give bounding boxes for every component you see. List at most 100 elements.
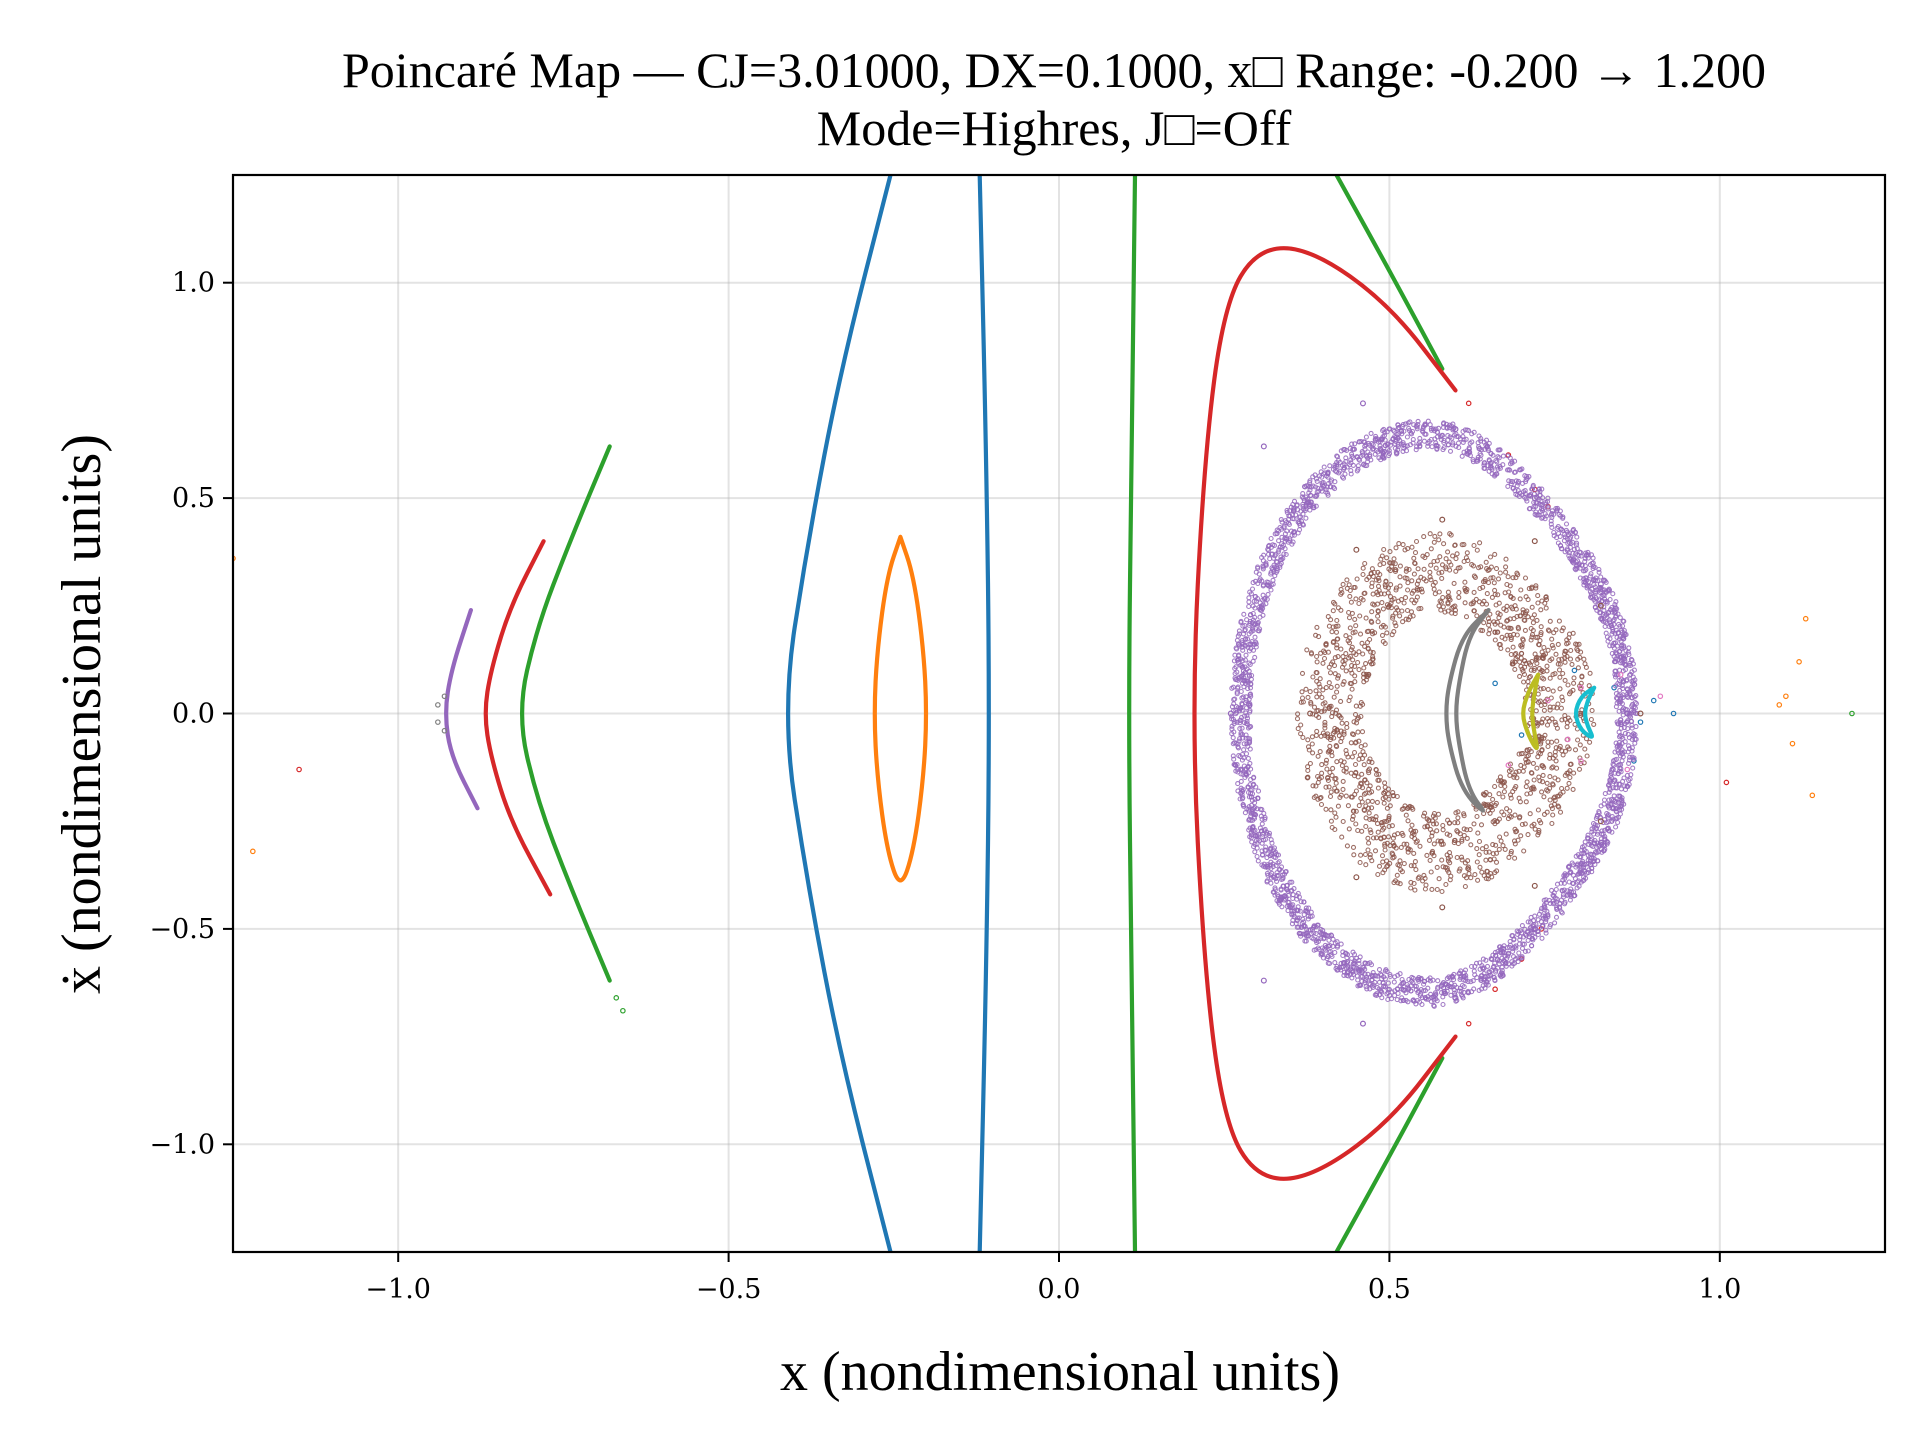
data-point: [1516, 950, 1522, 956]
data-point: [1521, 489, 1527, 495]
data-point: [1455, 809, 1461, 815]
data-point: [1395, 990, 1401, 996]
data-point: [1624, 691, 1630, 697]
data-point: [1492, 949, 1498, 955]
data-point: [1268, 872, 1274, 878]
data-point: [1566, 553, 1572, 559]
data-point: [1556, 618, 1562, 624]
data-point: [1357, 954, 1363, 960]
data-point: [1479, 846, 1486, 852]
data-point: [1291, 913, 1297, 919]
data-point: [1268, 571, 1274, 577]
y-tick-label: −1.0: [149, 1129, 215, 1160]
data-point: [1459, 453, 1465, 459]
data-point: [1587, 589, 1593, 595]
data-point: [1313, 476, 1320, 482]
data-point: [1432, 436, 1438, 442]
data-point: [1445, 855, 1451, 861]
data-point: [1250, 647, 1257, 653]
data-point: [1849, 710, 1855, 717]
data-point: [1429, 886, 1435, 892]
data-point: [1498, 838, 1504, 844]
data-point: [1283, 869, 1289, 875]
data-point: [1375, 609, 1381, 615]
data-point: [1447, 531, 1453, 537]
data-point: [1246, 817, 1252, 823]
data-point: [1439, 516, 1446, 523]
data-point: [1525, 832, 1531, 838]
data-point: [1429, 833, 1435, 839]
data-point: [1397, 881, 1403, 887]
data-point: [1567, 530, 1574, 536]
data-point: [1538, 702, 1544, 708]
data-point: [1670, 710, 1677, 717]
data-point: [1540, 772, 1546, 778]
data-point: [1487, 792, 1493, 798]
data-point: [1517, 799, 1523, 805]
data-point: [1476, 446, 1482, 452]
data-point: [1321, 655, 1328, 662]
data-point: [1343, 765, 1349, 771]
data-point: [1358, 795, 1364, 801]
data-point: [1393, 449, 1399, 455]
data-point: [1539, 719, 1545, 725]
data-point: [1322, 719, 1328, 725]
data-point: [1487, 857, 1494, 863]
data-point: [1284, 509, 1290, 515]
data-point: [1355, 966, 1361, 972]
data-point: [1589, 707, 1595, 714]
series-3: [872, 534, 929, 883]
data-point: [1566, 780, 1572, 786]
data-point: [1509, 661, 1515, 667]
data-point: [1404, 566, 1410, 572]
data-point: [1263, 601, 1269, 607]
data-point: [1539, 486, 1545, 492]
data-point: [1809, 792, 1816, 799]
data-point: [1419, 589, 1425, 595]
data-point: [1621, 643, 1627, 649]
data-point: [1392, 620, 1398, 626]
data-point: [1525, 679, 1531, 685]
data-point: [1393, 545, 1399, 551]
data-point: [1327, 960, 1333, 967]
data-point: [1395, 972, 1401, 978]
data-point: [1476, 987, 1482, 993]
data-point: [1615, 793, 1621, 799]
data-point: [1334, 617, 1340, 624]
data-point: [1500, 462, 1506, 468]
data-point: [1435, 811, 1442, 817]
data-point: [1359, 755, 1366, 762]
data-point: [1496, 791, 1502, 797]
data-point: [1513, 945, 1519, 951]
data-point: [1255, 580, 1261, 587]
data-point: [1541, 764, 1547, 770]
data-point: [1517, 596, 1523, 602]
data-point: [1283, 886, 1289, 892]
data-point: [1239, 731, 1245, 738]
data-point: [1310, 750, 1316, 756]
data-point: [1361, 762, 1367, 768]
data-point: [1564, 724, 1570, 730]
data-point: [1335, 675, 1341, 681]
data-point: [1496, 944, 1503, 950]
data-point: [1299, 494, 1305, 500]
data-point: [1551, 893, 1557, 899]
data-point: [1420, 553, 1426, 559]
data-point: [1335, 803, 1341, 809]
data-point: [1613, 691, 1619, 697]
data-point: [1340, 786, 1346, 792]
data-point: [1552, 920, 1558, 926]
data-point: [1556, 793, 1562, 799]
data-point: [1527, 811, 1533, 817]
data-point: [1259, 821, 1265, 827]
data-point: [1475, 456, 1481, 463]
data-point: [1247, 738, 1253, 744]
data-point: [1549, 739, 1555, 745]
data-point: [1462, 883, 1468, 890]
data-point: [1341, 972, 1347, 978]
data-point: [1492, 637, 1498, 643]
data-point: [1564, 720, 1570, 726]
data-point: [1283, 896, 1289, 902]
data-point: [1570, 550, 1576, 556]
data-point: [1403, 990, 1409, 996]
